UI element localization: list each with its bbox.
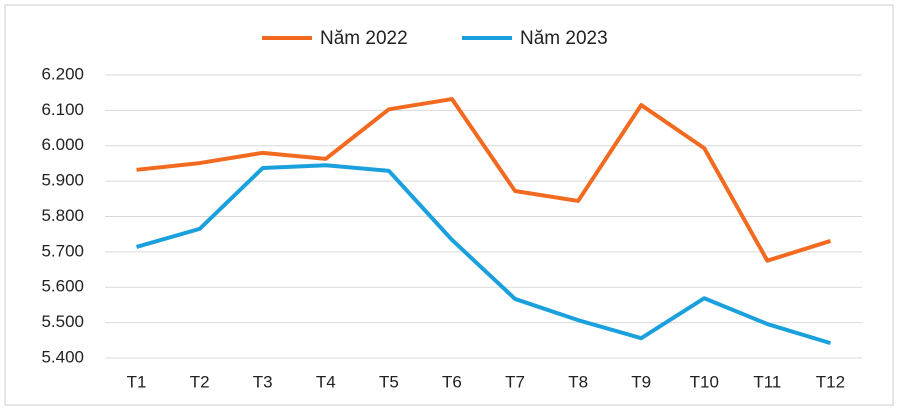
x-tick-label: T7 <box>505 372 525 391</box>
y-tick-label: 6.100 <box>41 100 84 119</box>
x-tick-label: T12 <box>816 372 845 391</box>
x-tick-label: T6 <box>442 372 462 391</box>
data-line <box>135 163 832 346</box>
x-tick-label: T1 <box>127 372 147 391</box>
y-tick-label: 5.600 <box>41 277 84 296</box>
y-tick-label: 6.000 <box>41 135 84 154</box>
y-tick-label: 5.500 <box>41 312 84 331</box>
y-tick-label: 5.900 <box>41 171 84 190</box>
legend-label: Năm 2023 <box>520 28 608 49</box>
y-tick-label: 5.800 <box>41 206 84 225</box>
chart-border <box>4 4 894 406</box>
x-tick-label: T8 <box>568 372 588 391</box>
y-tick-label: 5.400 <box>41 347 84 366</box>
x-tick-label: T3 <box>253 372 273 391</box>
legend-label: Năm 2022 <box>320 28 408 49</box>
x-tick-label: T4 <box>316 372 336 391</box>
x-tick-label: T5 <box>379 372 399 391</box>
legend: Năm 2022 Năm 2023 <box>262 28 608 49</box>
y-tick-label: 5.700 <box>41 241 84 260</box>
x-tick-label: T10 <box>690 372 719 391</box>
x-tick-label: T2 <box>190 372 210 391</box>
x-tick-label: T9 <box>631 372 651 391</box>
data-line <box>136 97 832 263</box>
y-tick-label: 6.200 <box>41 64 84 83</box>
x-tick-label: T11 <box>753 372 781 391</box>
